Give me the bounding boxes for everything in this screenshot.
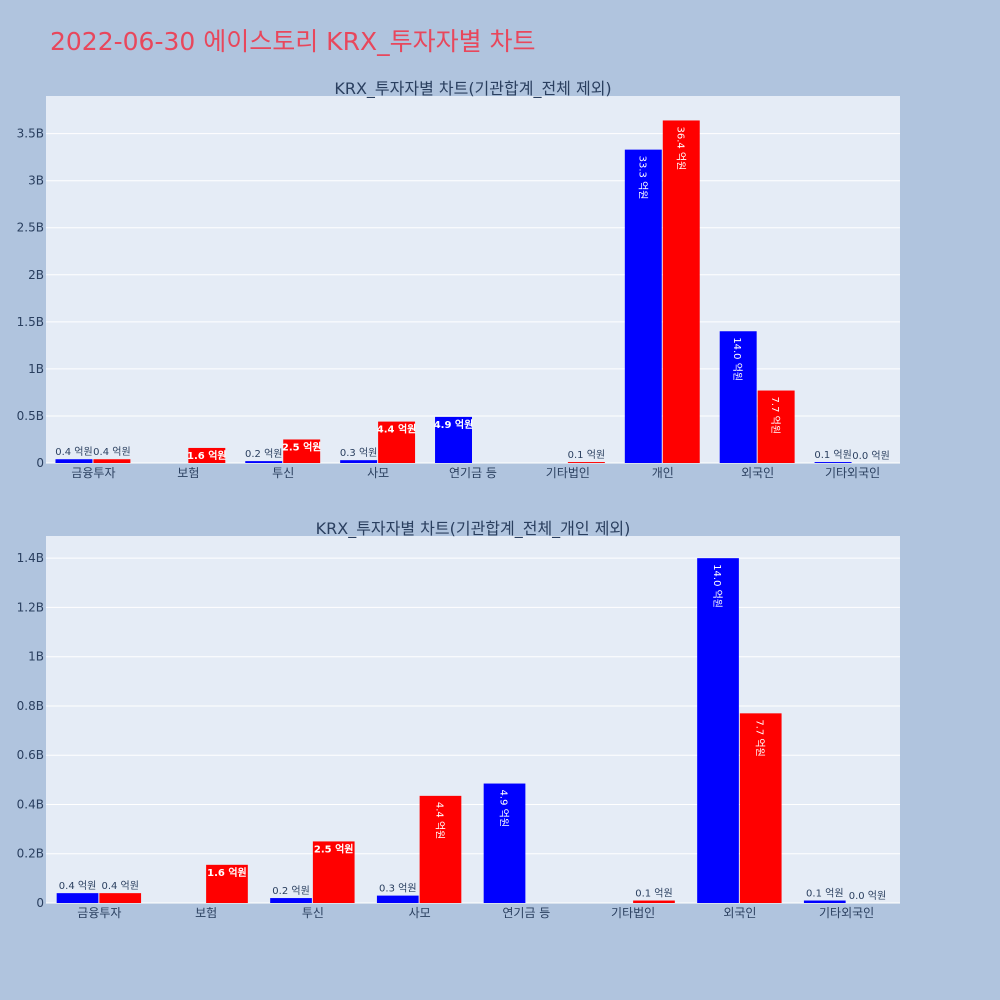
bar: [245, 461, 283, 463]
chart-title: KRX_투자자별 차트(기관합계_전체 제외): [334, 79, 611, 99]
x-tick-label: 투신: [272, 466, 294, 480]
data-label: 14.0 억원: [731, 337, 743, 381]
x-tick-label: 사모: [409, 906, 431, 920]
bar: [697, 558, 739, 903]
chart-top: KRX_투자자별 차트(기관합계_전체 제외) 0 0.5B 1B 1.5B 2B 2.5B…: [17, 79, 900, 480]
chart-bottom: KRX_투자자별 차트(기관합계_전체_개인 제외) 0 0.2B 0.4B 0.6B 0…: [17, 519, 900, 920]
y-tick-label: 3B: [28, 174, 44, 188]
bar: [56, 893, 99, 903]
bar: [270, 898, 312, 903]
x-tick-label: 개인: [652, 466, 674, 480]
data-label: 1.6 억원: [207, 866, 247, 879]
y-tick-label: 0.6B: [17, 748, 44, 762]
y-tick-label: 3.5B: [17, 127, 44, 141]
y-tick-label: 0: [36, 896, 44, 910]
x-tick-label: 금융투자: [77, 906, 121, 920]
y-tick-label: 1B: [28, 362, 44, 376]
data-label: 0.0 억원: [849, 890, 886, 902]
data-label: 2.5 억원: [314, 842, 354, 855]
y-tick-label: 0: [36, 456, 44, 470]
bar: [419, 795, 462, 903]
bar: [188, 447, 226, 463]
bar: [376, 895, 419, 903]
bar: [803, 900, 846, 903]
x-tick-label: 사모: [367, 466, 389, 480]
data-label: 0.1 억원: [814, 449, 851, 461]
data-label: 0.1 억원: [635, 888, 672, 900]
x-tick-label: 기타외국인: [819, 906, 874, 920]
bar: [312, 841, 355, 903]
data-label: 4.9 억원: [498, 790, 510, 827]
data-label: 0.1 억원: [568, 449, 605, 461]
y-tick-label: 2.5B: [17, 221, 44, 235]
bar: [483, 783, 526, 903]
y-tick-label: 0.8B: [17, 699, 44, 713]
data-label: 0.4 억원: [55, 446, 92, 458]
bar: [633, 900, 675, 903]
data-label: 7.7 억원: [769, 397, 781, 434]
data-label: 36.4 억원: [674, 126, 686, 170]
data-label: 0.4 억원: [93, 446, 130, 458]
data-label: 0.4 억원: [59, 880, 96, 892]
bar: [55, 459, 93, 463]
y-tick-label: 2B: [28, 268, 44, 282]
y-tick-label: 1.2B: [17, 600, 44, 614]
x-tick-label: 기타외국인: [825, 466, 880, 480]
data-label: 4.4 억원: [377, 423, 417, 436]
x-tick-label: 연기금 등: [449, 466, 497, 480]
bar: [757, 390, 795, 463]
data-label: 0.2 억원: [272, 885, 309, 897]
x-tick-label: 보험: [195, 906, 217, 920]
data-label: 4.9 억원: [434, 418, 474, 431]
data-label: 0.0 억원: [852, 450, 889, 462]
data-label: 0.3 억원: [340, 447, 377, 459]
bar: [99, 893, 142, 903]
data-label: 14.0 억원: [711, 564, 723, 608]
bar: [739, 713, 782, 903]
x-tick-label: 보험: [177, 466, 199, 480]
x-tick-label: 외국인: [741, 466, 774, 480]
data-label: 0.3 억원: [379, 883, 416, 895]
data-label: 33.3 억원: [636, 156, 648, 200]
x-tick-label: 금융투자: [71, 466, 115, 480]
bar: [719, 331, 757, 463]
y-tick-label: 1.4B: [17, 551, 44, 565]
data-label: 1.6 억원: [187, 449, 227, 462]
y-tick-label: 0.2B: [17, 847, 44, 861]
bar: [662, 120, 700, 463]
bar: [93, 459, 131, 463]
x-tick-label: 기타법인: [611, 906, 655, 920]
x-tick-label: 연기금 등: [502, 906, 550, 920]
x-tick-label: 기타법인: [546, 466, 590, 480]
bar: [340, 460, 378, 463]
bar: [567, 462, 605, 463]
bar: [283, 439, 321, 463]
data-label: 0.4 억원: [101, 880, 138, 892]
x-tick-label: 투신: [302, 906, 324, 920]
data-label: 0.1 억원: [806, 888, 843, 900]
page-title: 2022-06-30 에이스토리 KRX_투자자별 차트: [50, 27, 536, 56]
y-tick-label: 1.5B: [17, 315, 44, 329]
data-label: 7.7 억원: [754, 719, 766, 756]
data-label: 0.2 억원: [245, 448, 282, 460]
bar: [378, 421, 416, 463]
bar: [435, 416, 472, 463]
data-label: 4.4 억원: [433, 802, 445, 839]
x-tick-label: 외국인: [723, 906, 756, 920]
data-label: 2.5 억원: [282, 440, 322, 453]
y-tick-label: 1B: [28, 650, 44, 664]
chart-title: KRX_투자자별 차트(기관합계_전체_개인 제외): [316, 519, 631, 539]
bar: [206, 864, 248, 903]
y-tick-label: 0.4B: [17, 797, 44, 811]
y-tick-label: 0.5B: [17, 409, 44, 423]
bar: [814, 462, 852, 463]
bar: [624, 149, 662, 463]
